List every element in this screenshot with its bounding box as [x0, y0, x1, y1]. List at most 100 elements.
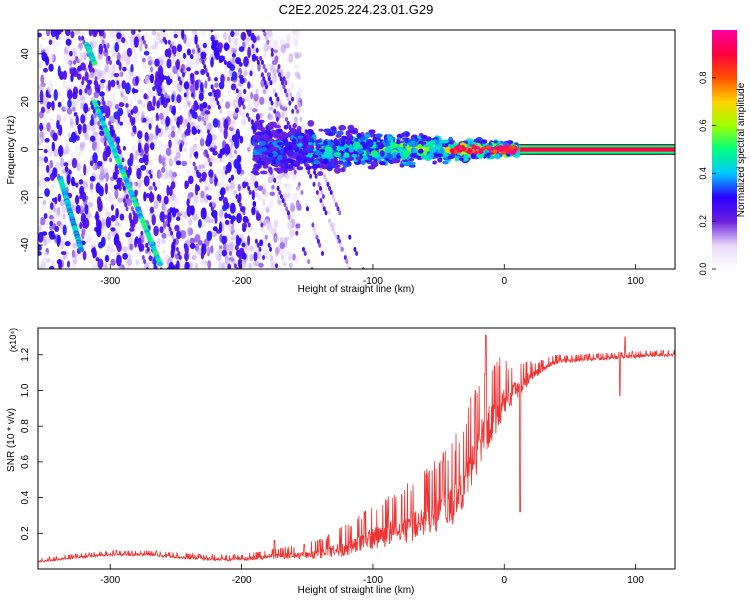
- spectrogram-cell: [142, 234, 145, 240]
- spectrogram-cell: [151, 177, 155, 183]
- spectrogram-cell: [422, 149, 428, 156]
- spectrogram-cell: [288, 100, 292, 106]
- spectrogram-cell: [71, 252, 78, 259]
- colorbar-gradient: [712, 30, 737, 269]
- spectrogram-cell: [72, 122, 77, 131]
- spectrogram-cell: [278, 190, 282, 195]
- spectrogram-cell: [264, 249, 269, 259]
- spectrogram-cell: [268, 200, 274, 208]
- spectrogram-cell: [126, 258, 133, 267]
- spectrogram-cell: [159, 211, 165, 222]
- spectrogram-cell: [118, 69, 122, 78]
- spectrogram-cell: [137, 182, 141, 189]
- spectrogram-cell: [71, 157, 78, 169]
- spectrogram-cell: [140, 230, 144, 236]
- spectrogram-cell: [192, 161, 196, 167]
- spectrogram-cell: [269, 246, 273, 252]
- spectrogram-cell: [475, 146, 481, 150]
- spectrogram-cell: [281, 198, 285, 204]
- spectrogram-cell: [187, 175, 194, 185]
- spectrogram-cell: [333, 198, 337, 204]
- spectrogram-cell: [212, 141, 216, 147]
- spectrogram-cell: [79, 222, 83, 229]
- spectrogram-cell: [168, 226, 172, 232]
- spectrogram-cell: [192, 213, 199, 221]
- spectrogram-cell: [114, 42, 119, 53]
- spectrogram-cell: [52, 132, 58, 142]
- spectrogram-cell: [112, 171, 118, 180]
- spectrogram-cell: [104, 47, 108, 53]
- spectrogram-cell: [97, 258, 104, 269]
- spectrogram-cell: [260, 60, 264, 65]
- spectrogram-cell: [127, 75, 133, 82]
- spectrogram-cell: [279, 241, 285, 250]
- spectrogram-cell: [183, 81, 190, 90]
- spectrogram-cell: [83, 217, 90, 229]
- spectrogram-cell: [132, 125, 137, 133]
- spectrogram-cell: [105, 172, 109, 182]
- spectrogram-cell: [226, 110, 230, 118]
- spectrogram-cell: [126, 253, 133, 259]
- spectrogram-cell: [83, 163, 87, 176]
- spectrogram-cell: [194, 234, 201, 243]
- spectrogram-cell: [280, 112, 285, 119]
- spectrogram-cell: [262, 146, 267, 152]
- spectrogram-cell: [442, 139, 450, 144]
- spectrogram-cell: [253, 251, 258, 262]
- spectrogram-cell: [267, 152, 274, 158]
- spectrogram-cell: [293, 169, 297, 175]
- spectrogram-cell: [147, 60, 153, 66]
- spectrogram-cell: [277, 64, 281, 70]
- spectrogram-cell: [47, 149, 53, 157]
- spectrogram-cell: [52, 167, 58, 179]
- spectrogram-cell: [279, 76, 283, 82]
- spectrogram-cell: [57, 193, 62, 202]
- spectrogram-cell: [151, 30, 157, 36]
- spectrogram-cell: [215, 251, 219, 262]
- spectrogram-cell: [122, 145, 126, 151]
- spectrogram-cell: [104, 262, 108, 269]
- spectrogram-cell: [315, 190, 319, 195]
- spectrogram-cell: [40, 74, 45, 84]
- spectrogram-cell: [131, 132, 135, 138]
- spectrogram-cell: [153, 225, 159, 237]
- spectrogram-cell: [288, 262, 293, 269]
- spectrogram-cell: [230, 83, 237, 91]
- spectrogram-cell: [152, 95, 156, 107]
- spectrogram-cell: [160, 93, 165, 106]
- spectrogram-cell: [297, 203, 302, 211]
- spectrogram-cell: [332, 222, 336, 228]
- spectrogram-ytick-label: -20: [20, 190, 31, 205]
- spectrogram-cell: [338, 124, 347, 131]
- spectrogram-cell: [279, 148, 285, 153]
- spectrogram-cell: [40, 106, 46, 114]
- spectrogram-cell: [508, 147, 514, 152]
- spectrogram-cell: [231, 52, 236, 58]
- spectrogram-cell: [38, 262, 42, 269]
- spectrogram-cell: [227, 86, 232, 96]
- spectrogram-cell: [133, 93, 138, 102]
- spectrogram-cell: [100, 236, 106, 247]
- spectrogram-cell: [122, 66, 127, 72]
- spectrogram-cell: [204, 110, 211, 115]
- spectrogram-cell: [294, 255, 299, 265]
- spectrogram-cell: [134, 189, 138, 197]
- spectrogram-cell: [135, 75, 139, 86]
- snr-xtick-label: -300: [100, 575, 120, 586]
- spectrogram-cell: [73, 258, 78, 265]
- spectrogram-cell: [132, 116, 136, 126]
- spectrogram-cell: [98, 220, 102, 231]
- spectrogram-cell: [247, 222, 251, 228]
- spectrogram-cell: [234, 244, 239, 251]
- spectrogram-cell: [238, 46, 245, 52]
- spectrogram-cell: [124, 97, 129, 106]
- spectrogram-cell: [237, 183, 241, 192]
- spectrogram-cell: [486, 145, 492, 149]
- spectrogram-cell: [92, 163, 96, 173]
- spectrogram-cell: [420, 134, 428, 139]
- spectrogram-cell: [114, 189, 119, 200]
- spectrogram-cell: [174, 196, 180, 206]
- spectrogram-cell: [305, 157, 312, 162]
- spectrogram-cell: [214, 77, 218, 82]
- spectrogram-cell: [448, 140, 455, 144]
